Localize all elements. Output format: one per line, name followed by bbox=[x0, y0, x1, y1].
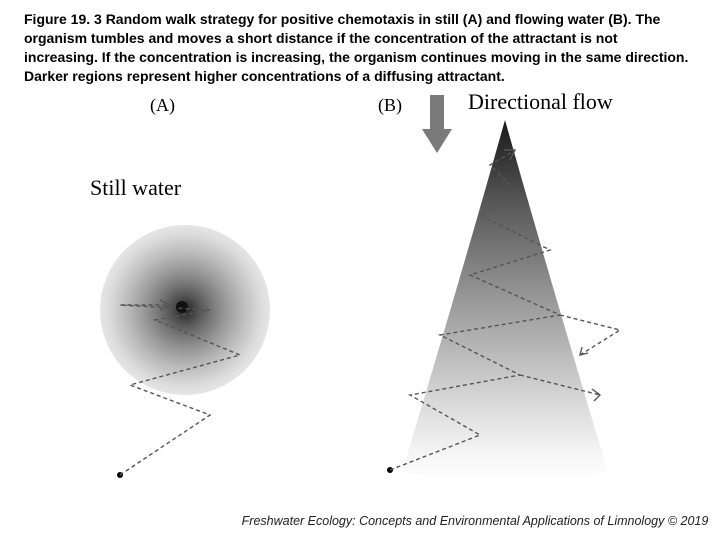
figure-area: (A) (B) Still water Directional flow bbox=[60, 95, 660, 495]
figure-caption: Figure 19. 3 Random walk strategy for po… bbox=[24, 10, 694, 86]
page: Figure 19. 3 Random walk strategy for po… bbox=[0, 0, 720, 540]
walk-path-b bbox=[390, 152, 560, 470]
walk-spur-b2-arrow bbox=[592, 389, 600, 401]
walk-arrowhead-b bbox=[504, 150, 515, 160]
credit-line: Freshwater Ecology: Concepts and Environ… bbox=[0, 514, 720, 528]
walk-path-a bbox=[120, 305, 240, 475]
random-walk-paths bbox=[60, 95, 660, 495]
walk-spur-b2 bbox=[520, 375, 600, 395]
walk-spur-b1 bbox=[560, 315, 620, 355]
